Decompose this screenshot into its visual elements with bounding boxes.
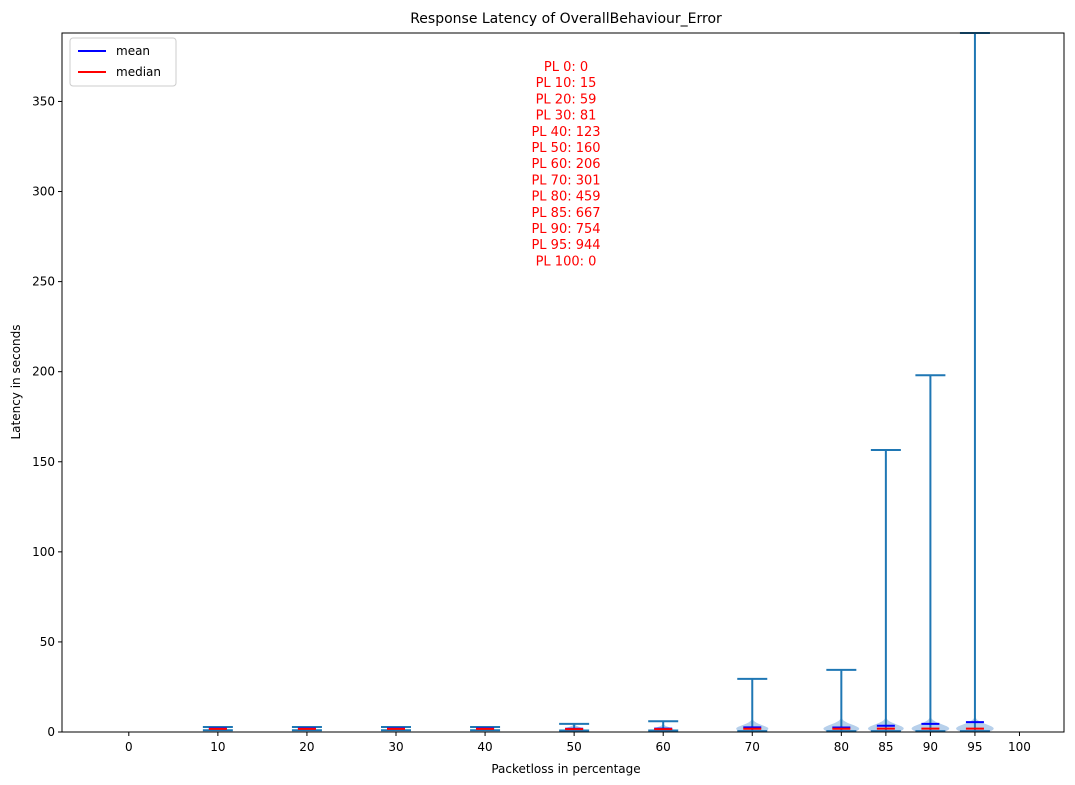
annotation-line: PL 0: 0 [544,60,588,75]
violin-stat-lines [208,721,984,731]
legend-label: median [116,65,161,79]
y-tick-label: 0 [47,725,55,739]
x-tick-label: 50 [566,740,581,754]
y-axis-ticks: 0 50 100 150 200 250 300 350 [32,94,62,739]
y-tick-label: 300 [32,185,55,199]
annotation-line: PL 10: 15 [536,76,597,91]
annotation-line: PL 60: 206 [531,157,600,172]
y-tick-label: 250 [32,275,55,289]
y-axis-label: Latency in seconds [9,324,23,439]
x-tick-label: 95 [967,740,982,754]
x-tick-label: 85 [878,740,893,754]
annotation-line: PL 40: 123 [531,125,600,140]
y-tick-label: 350 [32,94,55,108]
annotation-line: PL 85: 667 [531,206,600,221]
plot-frame [61,32,1065,733]
annotation-line: PL 90: 754 [531,222,600,237]
y-tick-label: 200 [32,365,55,379]
y-tick-label: 100 [32,545,55,559]
x-tick-label: 20 [299,740,314,754]
x-tick-label: 80 [834,740,849,754]
violin-bodies [208,695,994,732]
legend: mean median [69,37,177,87]
x-axis-ticks: 0 10 20 30 40 50 60 70 80 85 90 95 100 [125,732,1031,754]
y-tick-label: 50 [40,635,55,649]
legend-label: mean [116,44,150,58]
y-tick-label: 150 [32,455,55,469]
annotation-line: PL 50: 160 [531,141,600,156]
chart-title: Response Latency of OverallBehaviour_Err… [410,11,722,27]
x-axis-label: Packetloss in percentage [491,762,640,776]
violin-whiskers [202,32,990,733]
annotation-line: PL 30: 81 [536,109,597,124]
annotation-line: PL 100: 0 [536,254,597,269]
annotation-line: PL 70: 301 [531,173,600,188]
x-tick-label: 90 [923,740,938,754]
x-tick-label: 70 [745,740,760,754]
x-tick-label: 10 [210,740,225,754]
x-tick-label: 60 [656,740,671,754]
x-tick-label: 30 [388,740,403,754]
annotation-line: PL 20: 59 [536,92,597,107]
x-tick-label: 100 [1008,740,1031,754]
annotation-line: PL 95: 944 [531,238,600,253]
x-tick-label: 0 [125,740,133,754]
x-tick-label: 40 [477,740,492,754]
annotation-line: PL 80: 459 [531,190,600,205]
